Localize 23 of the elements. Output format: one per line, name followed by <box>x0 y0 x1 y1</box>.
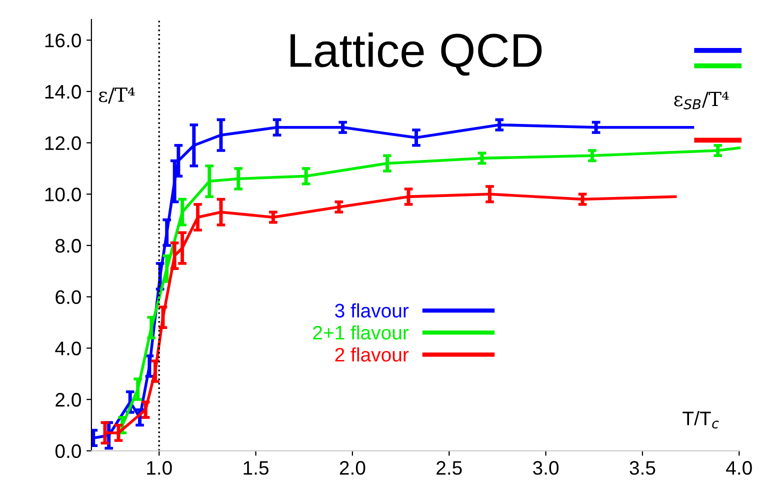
y-tick-label: 14.0 <box>45 84 81 99</box>
y-tick-label: 0.0 <box>55 444 81 458</box>
x-tick-label: 2.5 <box>436 461 462 475</box>
x-tick-label: 1.0 <box>147 461 172 475</box>
legend-label: 2+1 flavour <box>313 325 409 340</box>
x-tick-label: 1.5 <box>244 461 268 475</box>
chart-title: Lattice QCD <box>290 32 542 76</box>
x-tick-label: 2.0 <box>340 461 366 475</box>
legend-label: 2 flavour <box>335 347 409 362</box>
y-tick-label: 10.0 <box>45 188 81 202</box>
y-tick-label: 16.0 <box>45 34 81 48</box>
y-tick-label: 8.0 <box>56 238 81 253</box>
y-tick-label: 2.0 <box>56 392 81 407</box>
y-tick-label: 12.0 <box>45 136 81 150</box>
x-tick-label: 3.5 <box>630 461 656 475</box>
x-tick-label: 3.0 <box>533 461 559 475</box>
x-tick-label: 4.0 <box>726 461 752 475</box>
x-axis-title: T/T$_{c}$ <box>682 411 719 428</box>
legend-label: 3 flavour <box>335 303 409 318</box>
y-tick-label: 6.0 <box>56 290 81 304</box>
y-tick-label: 4.0 <box>55 342 81 356</box>
y-axis-title: ε/T⁴ <box>98 88 135 104</box>
annotation: ε$_{SB}$/T⁴ <box>674 92 729 110</box>
